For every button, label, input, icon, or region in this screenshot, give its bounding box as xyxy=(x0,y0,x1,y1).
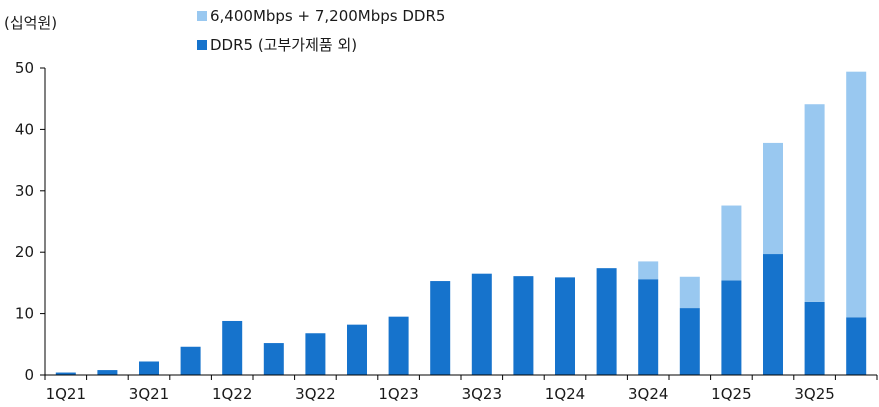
y-tick-label: 40 xyxy=(15,120,34,138)
bar-ddr5-segment xyxy=(222,320,243,375)
bar-premium-segment xyxy=(804,104,825,302)
bar-premium-segment xyxy=(846,71,867,318)
bar-ddr5-segment xyxy=(638,279,659,375)
bar-premium-segment xyxy=(679,276,700,309)
y-tick-label: 30 xyxy=(15,182,34,200)
bar-ddr5-segment xyxy=(513,276,534,375)
x-tick-label: 1Q23 xyxy=(378,385,418,403)
bar-ddr5-segment xyxy=(763,254,783,375)
bar-ddr5-segment xyxy=(555,277,575,375)
bar-ddr5-segment xyxy=(180,346,201,375)
y-axis-unit-label: (십억원) xyxy=(4,14,57,32)
bar-ddr5-segment xyxy=(804,301,825,375)
y-tick-label: 20 xyxy=(15,243,34,261)
x-tick-label: 1Q24 xyxy=(545,385,585,403)
y-tick-label: 50 xyxy=(15,59,34,77)
bar-premium-segment xyxy=(721,205,742,281)
bar-ddr5-segment xyxy=(596,268,617,375)
legend-label-ddr5: DDR5 (고부가제품 외) xyxy=(210,36,357,54)
bar-ddr5-segment xyxy=(679,308,700,375)
y-tick-label: 10 xyxy=(15,305,34,323)
bar-ddr5-segment xyxy=(305,333,326,375)
bar-ddr5-segment xyxy=(139,361,159,375)
bar-ddr5-segment xyxy=(55,372,76,375)
legend: 6,400Mbps + 7,200Mbps DDR5 DDR5 (고부가제품 외… xyxy=(197,7,445,54)
x-tick-label: 1Q25 xyxy=(711,385,751,403)
x-tick-label: 1Q22 xyxy=(212,385,252,403)
bar-premium-segment xyxy=(638,261,659,280)
x-axis: 1Q21 3Q21 1Q22 3Q22 1Q23 3Q23 1Q24 3Q24 1Q25 3Q25 xyxy=(44,375,878,403)
x-tick-label: 3Q24 xyxy=(628,385,668,403)
x-tick-label: 3Q23 xyxy=(462,385,502,403)
legend-label-premium: 6,400Mbps + 7,200Mbps DDR5 xyxy=(210,7,445,25)
bar-ddr5-segment xyxy=(846,317,867,375)
bar-ddr5-segment xyxy=(388,316,409,375)
bar-premium-segment xyxy=(763,142,783,255)
x-tick-label: 3Q25 xyxy=(794,385,834,403)
legend-swatch-premium xyxy=(197,11,207,21)
bars xyxy=(55,71,867,375)
x-tick-label: 1Q21 xyxy=(46,385,86,403)
x-tick-label: 3Q21 xyxy=(129,385,169,403)
x-tick-label: 3Q22 xyxy=(295,385,335,403)
bar-ddr5-segment xyxy=(263,343,284,375)
bar-ddr5-segment xyxy=(430,281,451,375)
bar-ddr5-segment xyxy=(347,324,367,375)
bar-ddr5-segment xyxy=(97,370,118,375)
y-tick-label: 0 xyxy=(24,366,34,384)
bar-ddr5-segment xyxy=(721,280,742,375)
y-axis: 0 10 20 30 40 50 xyxy=(15,59,46,384)
legend-swatch-ddr5 xyxy=(197,40,207,50)
bar-ddr5-segment xyxy=(471,273,492,375)
